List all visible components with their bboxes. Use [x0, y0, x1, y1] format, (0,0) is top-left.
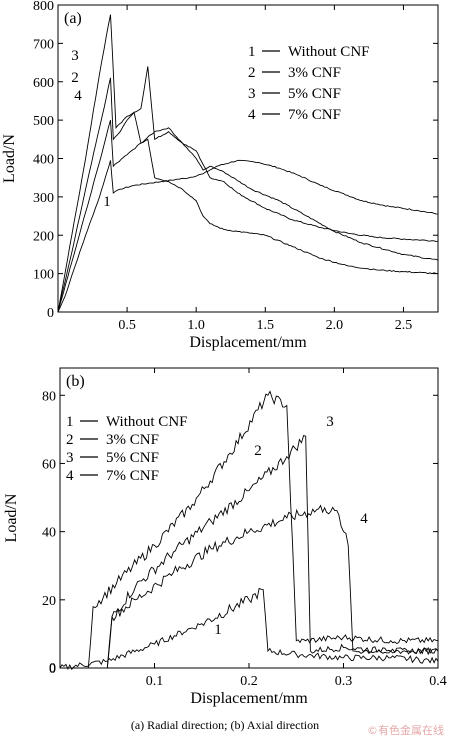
series-line-3: [57, 14, 439, 313]
y-tick-label: 600: [33, 76, 54, 91]
series-line-2: [57, 77, 439, 313]
x-tick-label: 1.5: [257, 318, 275, 333]
y-tick-label: 80: [42, 389, 56, 404]
y-tick-label: 0: [49, 662, 56, 677]
legend-number-3: 3: [248, 86, 256, 102]
watermark: ©有色金属在线: [367, 724, 444, 737]
y-tick-label: 20: [42, 594, 56, 609]
x-tick-label: 0.3: [335, 674, 353, 689]
x-axis-label: Displacement/mm: [189, 334, 307, 351]
series-line-4: [106, 504, 439, 669]
x-tick-label: 0.1: [146, 674, 164, 689]
series-line-4: [57, 119, 439, 313]
series-line-3: [106, 435, 439, 669]
legend-label-3: 5% CNF: [288, 86, 341, 102]
legend-label-2: 3% CNF: [106, 432, 159, 448]
y-tick-label: 300: [33, 191, 54, 206]
curve-label-3: 3: [326, 414, 334, 430]
y-tick-label: 400: [33, 153, 54, 168]
x-tick-label: 0.4: [429, 674, 447, 689]
curve-label-3: 3: [71, 48, 79, 64]
x-tick-label: 0.2: [240, 674, 258, 689]
x-tick-label: 2.0: [326, 318, 344, 333]
y-tick-label: 800: [33, 0, 54, 14]
x-tick-label: 0.5: [118, 318, 136, 333]
curve-label-1: 1: [214, 622, 222, 638]
panel-label: (b): [66, 373, 85, 390]
y-tick-label: 40: [42, 526, 56, 541]
y-axis-label: Load/N: [1, 134, 18, 183]
series-line-1: [57, 159, 439, 313]
curve-label-2: 2: [71, 70, 79, 86]
series-line-1: [59, 587, 439, 671]
curve-label-4: 4: [74, 88, 82, 104]
y-tick-label: 200: [33, 229, 54, 244]
curve-label-2: 2: [254, 443, 262, 459]
figure-caption: (a) Radial direction; (b) Axial directio…: [130, 718, 320, 732]
y-tick-label: 700: [33, 37, 54, 52]
legend-label-4: 7% CNF: [288, 107, 341, 123]
curve-label-1: 1: [103, 194, 111, 210]
legend-number-2: 2: [248, 65, 256, 81]
y-axis-label: Load/N: [3, 493, 20, 542]
curve-label-4: 4: [360, 511, 368, 527]
legend-number-3: 3: [66, 450, 74, 466]
plot-frame: [59, 367, 439, 669]
legend-number-4: 4: [248, 107, 256, 123]
legend-label-4: 7% CNF: [106, 468, 159, 484]
series-line-2: [87, 390, 439, 669]
y-tick-label: 0: [47, 306, 54, 321]
x-origin-label: 0: [49, 661, 56, 676]
x-tick-label: 2.5: [395, 318, 413, 333]
legend-label-1: Without CNF: [106, 414, 188, 430]
legend-number-2: 2: [66, 432, 74, 448]
x-tick-label: 1.0: [187, 318, 205, 333]
y-tick-label: 500: [33, 114, 54, 129]
y-tick-label: 60: [42, 457, 56, 472]
legend-number-1: 1: [66, 414, 74, 430]
y-tick-label: 100: [33, 268, 54, 283]
panel-label: (a): [64, 10, 82, 27]
legend-number-1: 1: [248, 44, 256, 60]
legend-label-3: 5% CNF: [106, 450, 159, 466]
x-axis-label: Displacement/mm: [190, 690, 308, 707]
legend-label-1: Without CNF: [288, 44, 370, 60]
legend-label-2: 3% CNF: [288, 65, 341, 81]
legend-number-4: 4: [66, 468, 74, 484]
